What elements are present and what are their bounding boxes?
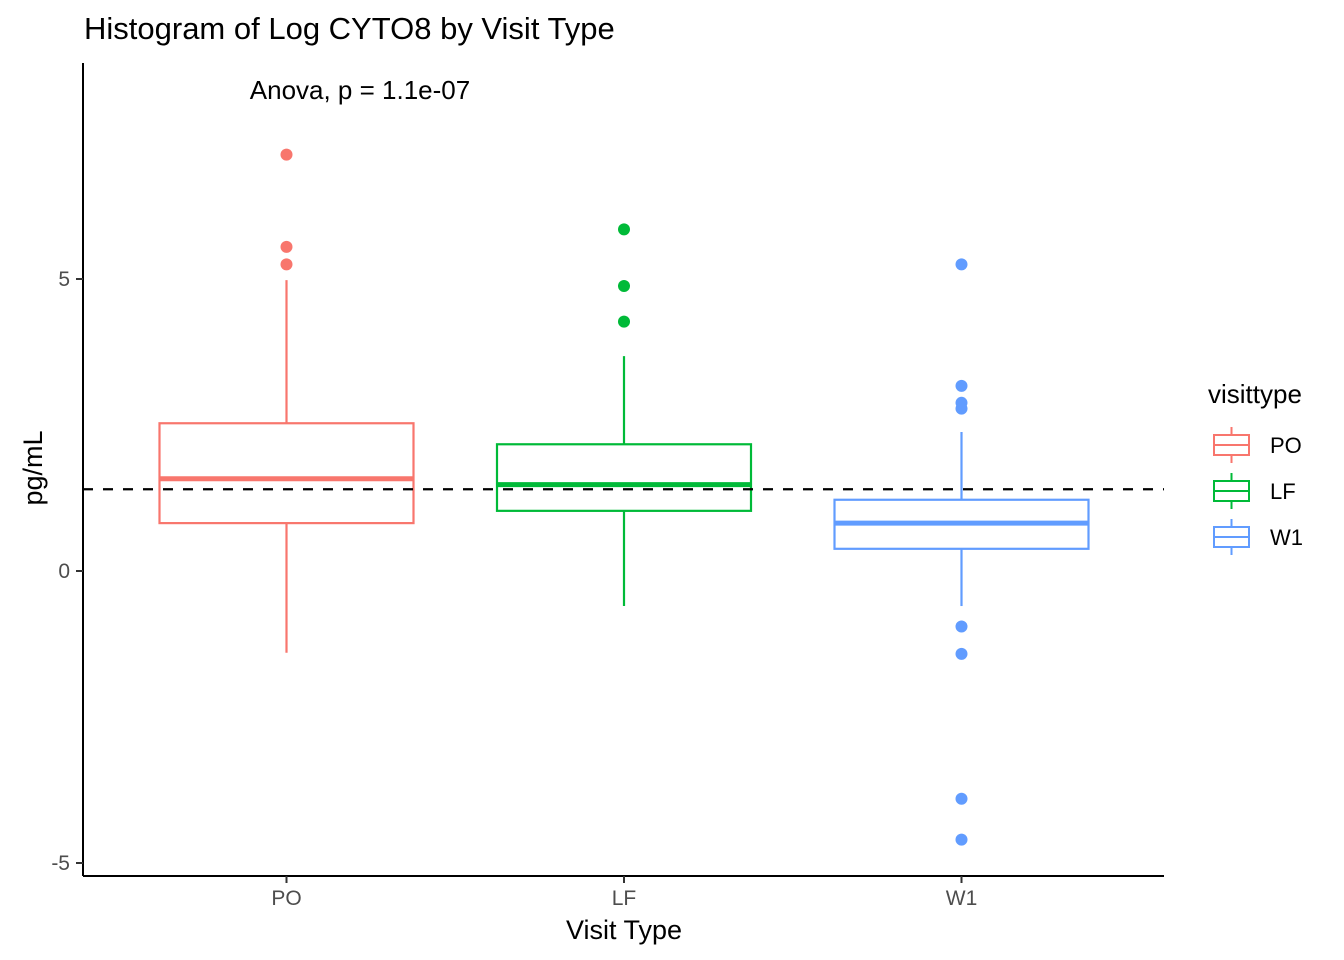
legend-title: visittype bbox=[1208, 379, 1302, 409]
legend-label: PO bbox=[1270, 433, 1302, 458]
box-outlier-point bbox=[955, 379, 968, 392]
box-outlier-point bbox=[955, 647, 968, 660]
anova-annotation: Anova, p = 1.1e-07 bbox=[250, 75, 470, 105]
box-outlier-point bbox=[618, 223, 630, 236]
box-outlier-point bbox=[618, 280, 630, 293]
box-outlier-point bbox=[280, 258, 293, 271]
y-tick-label: -5 bbox=[51, 852, 70, 875]
x-tick-label: PO bbox=[271, 887, 301, 910]
box-outlier-point bbox=[955, 402, 968, 415]
legend-label: LF bbox=[1270, 479, 1296, 504]
legend-label: W1 bbox=[1270, 525, 1303, 550]
box-outlier-point bbox=[618, 315, 630, 328]
y-tick-label: 5 bbox=[58, 268, 70, 291]
x-axis-title: Visit Type bbox=[566, 915, 682, 945]
chart-title: Histogram of Log CYTO8 by Visit Type bbox=[84, 11, 615, 46]
box-outlier-point bbox=[955, 833, 968, 846]
box-outlier-point bbox=[280, 148, 293, 161]
x-tick-label: LF bbox=[612, 887, 637, 910]
y-axis-title: pg/mL bbox=[18, 430, 48, 505]
box-outlier-point bbox=[280, 240, 293, 253]
box-body bbox=[495, 443, 753, 512]
box-outlier-point bbox=[955, 258, 968, 271]
box-body bbox=[158, 422, 415, 525]
x-tick-label: W1 bbox=[946, 887, 978, 910]
plot-area: -5 0 5 PO LF W1 bbox=[51, 63, 1164, 910]
box-outlier-point bbox=[955, 620, 968, 633]
box-outlier-point bbox=[955, 792, 968, 805]
y-tick-label: 0 bbox=[58, 560, 70, 583]
legend: visittype PO LF W1 bbox=[1208, 379, 1303, 555]
